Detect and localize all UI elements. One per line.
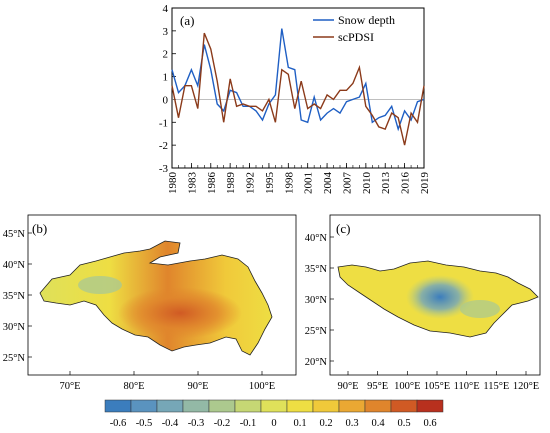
x-tick-label: 2010 <box>361 172 373 195</box>
colorbar-label: -0.3 <box>188 418 205 429</box>
colorbar-swatch <box>182 399 210 413</box>
y-tick-label: 4 <box>163 3 169 15</box>
map-x-tick-label: 90°E <box>187 381 208 392</box>
y-tick-label: 1 <box>163 72 169 84</box>
legend-label-snow-depth: Snow depth <box>338 13 395 27</box>
colorbar-label: 0.1 <box>293 418 306 429</box>
x-tick-label: 1992 <box>245 172 257 194</box>
colorbar-label: -0.4 <box>162 418 179 429</box>
map-y-tick-label: 30°N <box>3 322 26 333</box>
panel-b-map: (b) 25°N 30°N 35°N 40°N 45°N 70°E 80°E 90°E 100… <box>3 214 297 392</box>
x-tick-label: 1986 <box>206 172 218 195</box>
maps-area: (b) 25°N 30°N 35°N 40°N 45°N 70°E 80°E 90°E 100… <box>3 214 541 392</box>
x-tick-label: 2004 <box>322 172 334 195</box>
colorbar-label: -0.2 <box>214 418 231 429</box>
x-tick-label: 1983 <box>186 172 198 195</box>
colorbar-label: -0.6 <box>110 418 127 429</box>
x-tick-label: 2001 <box>303 172 315 194</box>
colorbar-swatch <box>104 399 132 413</box>
negative-core-c <box>406 275 474 319</box>
map-y-tick-label: 20°N <box>305 357 328 368</box>
map-y-tick-label: 35°N <box>305 264 328 275</box>
weak-negative-patch-c <box>460 300 500 318</box>
map-y-tick-label: 25°N <box>305 326 328 337</box>
strong-positive-core-b <box>118 287 242 339</box>
panel-c-label: (c) <box>336 221 350 236</box>
legend: Snow depth scPDSI <box>313 13 395 44</box>
map-x-tick-label: 110°E <box>454 381 480 392</box>
plot-frame <box>171 7 425 169</box>
map-x-tick-label: 100°E <box>249 381 275 392</box>
x-tick-label: 1989 <box>225 172 237 195</box>
map-x-tick-label: 70°E <box>59 381 80 392</box>
y-tick-label: -3 <box>159 163 169 175</box>
colorbar-swatch <box>338 399 366 413</box>
colorbar-swatch <box>364 399 392 413</box>
colorbar: -0.6 -0.5 -0.4 -0.3 -0.2 -0.1 0 0.1 0.2 0.3 0.4 0.5… <box>104 399 444 429</box>
y-tick-label: 2 <box>163 49 169 61</box>
y-tick-label: -1 <box>159 117 168 129</box>
x-tick-label: 2013 <box>380 172 392 195</box>
colorbar-swatch <box>156 399 184 413</box>
weak-negative-patch-b <box>78 276 122 294</box>
map-x-tick-label: 105°E <box>424 381 450 392</box>
colorbar-label: -0.1 <box>240 418 257 429</box>
map-x-tick-label: 95°E <box>367 381 388 392</box>
x-tick-label: 2007 <box>341 172 353 195</box>
colorbar-swatch <box>208 399 236 413</box>
legend-label-scpdsi: scPDSI <box>338 30 374 44</box>
x-tick-label: 1995 <box>264 172 276 195</box>
map-y-tick-label: 35°N <box>3 291 26 302</box>
colorbar-swatch <box>234 399 262 413</box>
map-y-tick-label: 45°N <box>3 229 26 240</box>
map-x-tick-label: 115°E <box>483 381 509 392</box>
x-tick-label: 1980 <box>167 172 179 195</box>
colorbar-swatch <box>286 399 314 413</box>
y-tick-label: 0 <box>163 94 169 106</box>
map-y-tick-label: 40°N <box>305 233 328 244</box>
colorbar-swatch <box>260 399 288 413</box>
panel-a-line-chart: -3 -2 -1 0 1 2 3 4 1980 1983 1986 1989 1992 1995 1998… <box>159 3 431 195</box>
map-x-tick-label: 100°E <box>394 381 420 392</box>
series-line-1 <box>171 32 425 146</box>
colorbar-label: 0.6 <box>423 418 436 429</box>
y-tick-label: -2 <box>159 140 168 152</box>
panel-a-label: (a) <box>180 13 194 28</box>
map-y-tick-label: 25°N <box>3 353 26 364</box>
colorbar-swatch <box>130 399 158 413</box>
colorbar-swatch <box>416 399 444 413</box>
map-x-tick-label: 80°E <box>123 381 144 392</box>
map-x-tick-label: 120°E <box>513 381 539 392</box>
colorbar-label: 0.5 <box>397 418 410 429</box>
panel-b-label: (b) <box>32 221 47 236</box>
panel-c-map: (c) 20°N 25°N 30°N 35°N 40°N 90°E 95°E 100°E 10… <box>305 214 541 392</box>
map-x-tick-label: 90°E <box>337 381 358 392</box>
colorbar-swatch <box>390 399 418 413</box>
x-tick-label: 1998 <box>283 172 295 195</box>
map-y-tick-label: 40°N <box>3 260 26 271</box>
colorbar-label: 0 <box>271 418 276 429</box>
colorbar-label: 0.3 <box>345 418 358 429</box>
x-tick-label: 2019 <box>419 172 431 195</box>
colorbar-label: 0.2 <box>319 418 332 429</box>
y-tick-label: 3 <box>163 26 169 38</box>
x-tick-label: 2016 <box>400 172 412 195</box>
colorbar-swatch <box>312 399 340 413</box>
map-y-tick-label: 30°N <box>305 295 328 306</box>
colorbar-label: -0.5 <box>136 418 153 429</box>
colorbar-label: 0.4 <box>371 418 385 429</box>
